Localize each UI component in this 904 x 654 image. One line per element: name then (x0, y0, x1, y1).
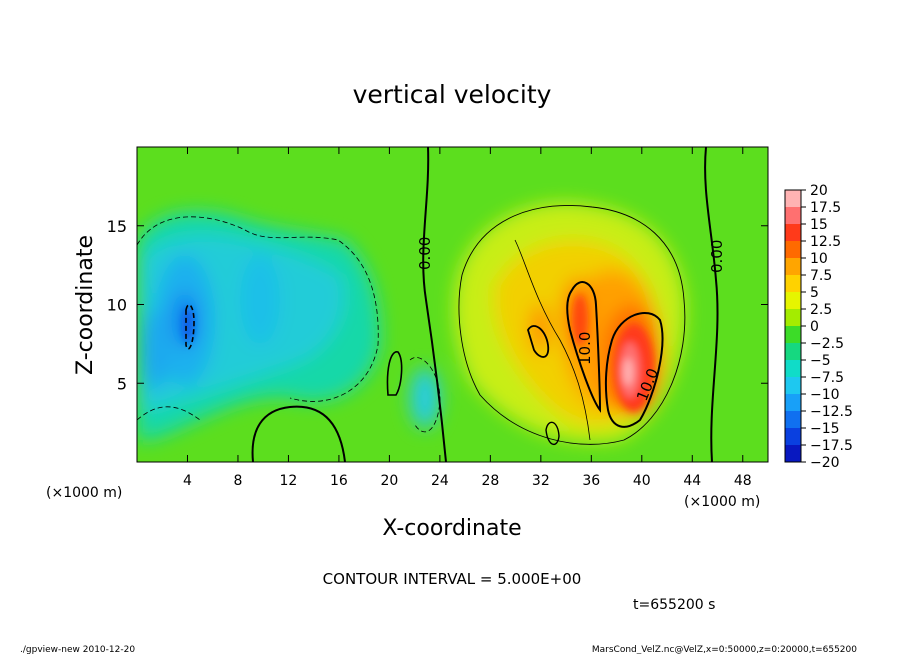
colorbar-swatch (785, 428, 801, 446)
x-tick-label: 32 (532, 473, 550, 489)
x-tick-label: 44 (683, 473, 701, 489)
colorbar-label: 10 (810, 251, 828, 267)
y-tick-label: 5 (117, 374, 127, 393)
y-axis: 5 10 15 (107, 217, 768, 393)
x-tick-label: 24 (431, 473, 449, 489)
contour-lines (137, 147, 719, 462)
x-tick-label: 12 (280, 473, 298, 489)
colorbar-swatch (785, 411, 801, 429)
colorbar-swatch (785, 394, 801, 412)
colorbar-label: 20 (810, 183, 828, 199)
x-tick-label: 16 (330, 473, 348, 489)
colorbar-swatch (785, 241, 801, 259)
colorbar-swatch (785, 207, 801, 225)
colorbar-label: 0 (810, 319, 819, 335)
x-tick-label: 8 (233, 473, 242, 489)
x-axis: 4 8 12 16 20 24 28 32 36 40 44 48 (183, 147, 752, 489)
colorbar-label: −2.5 (810, 336, 844, 352)
x-axis-unit-right: (×1000 m) (684, 494, 760, 510)
contour-label: 10.0 (576, 332, 594, 365)
colorbar-swatch (785, 377, 801, 395)
colorbar-label: 5 (810, 285, 819, 301)
y-tick-label: 10 (107, 296, 127, 315)
colorbar-swatch (785, 275, 801, 293)
colorbar-label: −20 (810, 455, 840, 471)
colorbar-label: 12.5 (810, 234, 841, 250)
colorbar-label: −12.5 (810, 404, 853, 420)
colorbar-swatch (785, 326, 801, 344)
x-tick-label: 28 (481, 473, 499, 489)
footer-left: ./gpview-new 2010-12-20 (20, 645, 135, 654)
x-tick-label: 48 (734, 473, 752, 489)
colorbar-label: −15 (810, 421, 840, 437)
time-label: t=655200 s (633, 597, 715, 613)
colorbar: 2017.51512.5107.552.50−2.5−5−7.5−10−12.5… (784, 183, 853, 471)
contour-interval: CONTOUR INTERVAL = 5.000E+00 (323, 570, 582, 588)
colorbar-label: 7.5 (810, 268, 832, 284)
colorbar-swatch (785, 292, 801, 310)
colorbar-swatch (785, 445, 801, 463)
colorbar-label: −7.5 (810, 370, 844, 386)
chart-title: vertical velocity (353, 80, 552, 109)
colorbar-swatch (785, 190, 801, 208)
y-axis-label: Z-coordinate (73, 235, 98, 375)
x-axis-unit-left: (×1000 m) (46, 485, 122, 501)
contour-label: 0.00 (416, 237, 434, 270)
contour-label: 0.00 (708, 240, 726, 273)
x-tick-label: 40 (633, 473, 651, 489)
colorbar-swatch (785, 309, 801, 327)
colorbar-label: 15 (810, 217, 828, 233)
colorbar-label: −17.5 (810, 438, 853, 454)
x-tick-label: 36 (582, 473, 600, 489)
footer-right: MarsCond_VelZ.nc@VelZ,x=0:50000,z=0:2000… (592, 645, 857, 654)
field-core (182, 294, 654, 412)
colorbar-swatch (785, 343, 801, 361)
colorbar-label: −5 (810, 353, 831, 369)
x-tick-label: 20 (380, 473, 398, 489)
x-axis-label: X-coordinate (382, 516, 521, 541)
x-tick-label: 4 (183, 473, 192, 489)
plot-area: 0.00 0.00 10.0 10.0 4 8 12 16 20 24 28 32 36 40 44… (107, 146, 769, 489)
colorbar-label: −10 (810, 387, 840, 403)
colorbar-label: 2.5 (810, 302, 832, 318)
y-tick-label: 15 (107, 217, 127, 236)
colorbar-swatch (785, 224, 801, 242)
colorbar-swatch (785, 258, 801, 276)
colorbar-label: 17.5 (810, 200, 841, 216)
colorbar-swatch (785, 360, 801, 378)
contour-labels: 0.00 0.00 10.0 10.0 (416, 237, 726, 404)
